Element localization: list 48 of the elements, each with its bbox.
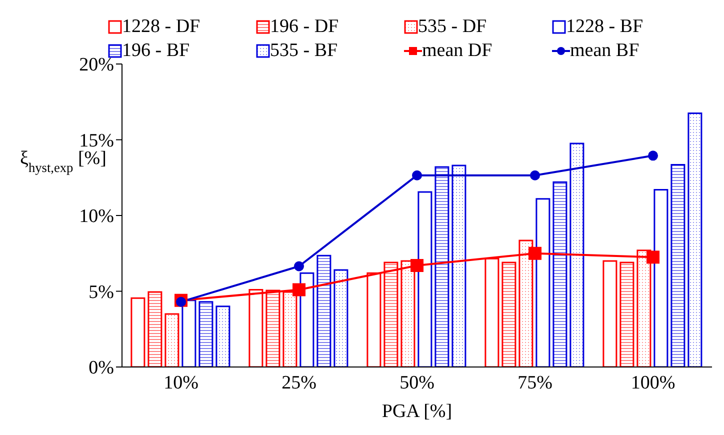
y-tick-label: 20% (79, 54, 114, 76)
legend-label: 196 - BF (122, 40, 190, 62)
point (176, 296, 186, 307)
bar (198, 301, 214, 367)
legend-label: 1228 - BF (566, 16, 644, 38)
point (412, 170, 422, 180)
y-tick-label: 10% (79, 206, 114, 228)
bar (164, 313, 180, 367)
bar (536, 198, 550, 367)
y-tick-label: 5% (88, 282, 114, 303)
point (292, 283, 306, 296)
point (530, 170, 540, 180)
legend-label: mean BF (570, 40, 640, 62)
bar (502, 262, 516, 367)
legend-label: 535 - DF (418, 16, 487, 38)
x-tick-label: 50% (400, 372, 435, 394)
bar (570, 142, 584, 367)
bar (552, 181, 568, 367)
x-tick-label: 25% (282, 372, 317, 394)
legend-label: 1228 - DF (122, 16, 200, 38)
point (646, 250, 660, 264)
legend-label: 535 - BF (270, 40, 338, 62)
bar (620, 262, 634, 367)
x-tick-label: 75% (518, 372, 553, 394)
x-axis-title: PGA [%] (382, 401, 452, 422)
bar (300, 272, 314, 367)
point (528, 246, 542, 260)
bar (316, 254, 332, 367)
legend-label: 196 - DF (270, 16, 339, 38)
bar (434, 166, 450, 367)
bar (654, 188, 668, 367)
bar (602, 260, 618, 367)
x-tick-label: 10% (164, 372, 199, 394)
bar (216, 306, 230, 367)
bar (418, 191, 432, 367)
legend-label: mean DF (422, 40, 492, 62)
x-tick-label: 100% (630, 372, 676, 394)
bar (130, 297, 146, 367)
bar (688, 112, 702, 367)
point (294, 261, 304, 272)
bar (452, 164, 466, 367)
point (648, 150, 658, 161)
bar (182, 300, 196, 367)
bar (148, 291, 162, 367)
point (410, 258, 424, 272)
y-tick-label: 0% (88, 358, 114, 379)
bar (670, 164, 686, 367)
bar (334, 269, 348, 367)
